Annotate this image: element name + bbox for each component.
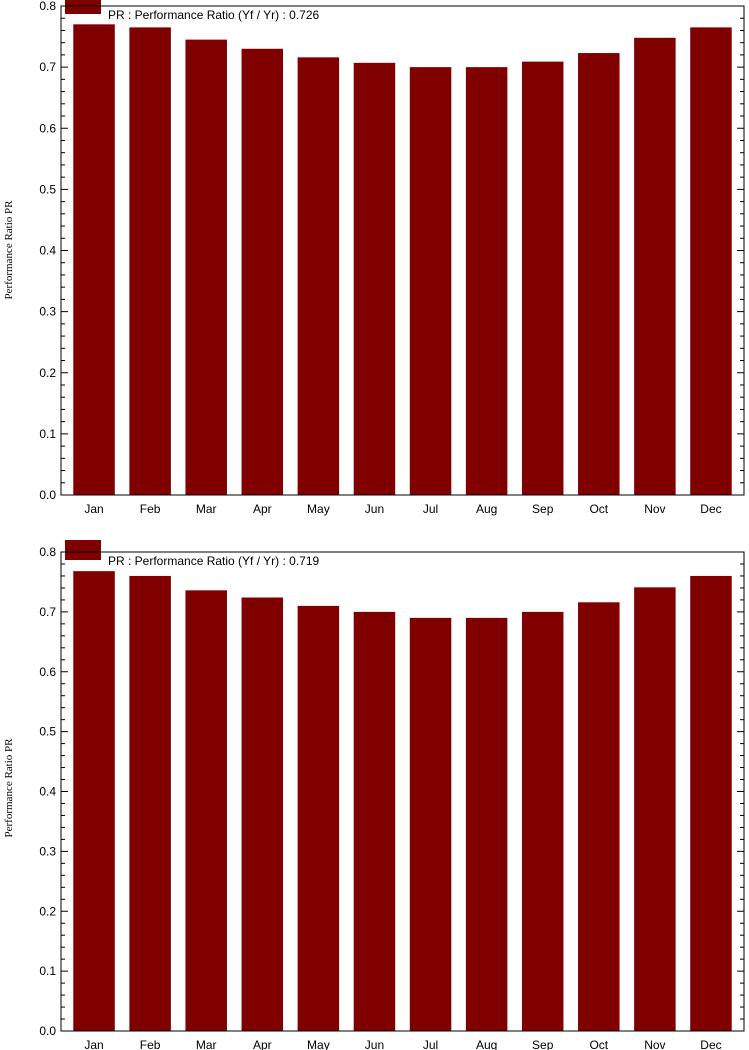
x-tick-label: Feb — [140, 1038, 161, 1050]
y-tick-label: 0.4 — [39, 785, 56, 799]
y-tick-label: 0.1 — [39, 427, 56, 441]
x-tick-label: Apr — [253, 1038, 272, 1050]
x-tick-label: Aug — [476, 502, 497, 516]
x-tick-label: Jul — [423, 502, 438, 516]
bars — [73, 571, 732, 1031]
bar-aug — [465, 67, 508, 495]
x-tick-label: Apr — [253, 502, 272, 516]
bar-mar — [185, 590, 227, 1031]
bar-jul — [409, 617, 452, 1031]
tick-labels: 0.0 0.1 0.2 0.3 0.4 0.5 0.6 0.7 0.8 Jan Feb Mar Apr M… — [39, 545, 721, 1050]
y-tick-label: 0.4 — [39, 244, 56, 258]
x-tick-label: May — [307, 502, 330, 516]
legend-swatch — [65, 540, 101, 560]
y-tick-label: 0.0 — [39, 1024, 56, 1038]
bar-apr — [241, 48, 284, 495]
bar-mar — [185, 39, 227, 496]
x-tick-label: Dec — [700, 1038, 721, 1050]
bar-jan — [73, 24, 115, 496]
x-tick-label: Jan — [84, 502, 103, 516]
x-tick-label: Mar — [196, 502, 217, 516]
bar-sep — [521, 61, 564, 495]
bar-may — [297, 605, 340, 1031]
bar-nov — [634, 587, 676, 1031]
x-tick-label: Jun — [365, 1038, 384, 1050]
bar-apr — [241, 597, 284, 1031]
legend-swatch — [65, 0, 101, 14]
y-axis-label: Performance Ratio PR — [3, 200, 15, 300]
bar-oct — [578, 602, 620, 1031]
bar-feb — [129, 575, 171, 1031]
y-tick-label: 0.0 — [39, 488, 56, 502]
y-axis-label: Performance Ratio PR — [3, 738, 15, 838]
legend-text: PR : Performance Ratio (Yf / Yr) : 0.726 — [108, 8, 320, 22]
y-tick-label: 0.5 — [39, 182, 56, 196]
bar-nov — [634, 37, 676, 495]
legend-text: PR : Performance Ratio (Yf / Yr) : 0.719 — [108, 554, 320, 568]
y-tick-label: 0.6 — [39, 121, 56, 135]
x-tick-label: Jul — [423, 1038, 438, 1050]
y-tick-label: 0.8 — [39, 0, 56, 13]
bar-dec — [690, 575, 732, 1031]
x-tick-label: Oct — [589, 502, 608, 516]
x-tick-label: Sep — [532, 502, 554, 516]
x-tick-label: Oct — [589, 1038, 608, 1050]
y-tick-label: 0.2 — [39, 366, 56, 380]
y-tick-label: 0.1 — [39, 964, 56, 978]
x-tick-label: Aug — [476, 1038, 497, 1050]
performance-ratio-chart-bottom: Performance Ratio PR 0.00.10.20.30.40.50… — [3, 540, 745, 1050]
y-tick-label: 0.3 — [39, 305, 56, 319]
performance-ratio-chart-top: Performance Ratio PR 0.00.10.20.30.40.50… — [3, 0, 745, 516]
y-tick-label: 0.5 — [39, 725, 56, 739]
bar-may — [297, 57, 340, 495]
bar-jul — [409, 67, 452, 495]
bar-dec — [690, 27, 732, 496]
y-tick-label: 0.3 — [39, 844, 56, 858]
x-tick-label: Jan — [84, 1038, 103, 1050]
bars — [73, 24, 732, 496]
y-tick-label: 0.8 — [39, 545, 56, 559]
plot-frame — [60, 5, 745, 496]
y-tick-label: 0.7 — [39, 605, 56, 619]
x-tick-label: Dec — [700, 502, 721, 516]
bar-aug — [465, 617, 508, 1031]
y-tick-label: 0.7 — [39, 60, 56, 74]
x-tick-label: May — [307, 1038, 330, 1050]
x-tick-label: Mar — [196, 1038, 217, 1050]
bar-jan — [73, 571, 115, 1031]
bar-jun — [353, 611, 396, 1031]
tick-labels: 0.0 0.1 0.2 0.3 0.4 0.5 0.6 0.7 0.8 Jan Feb Mar Apr M… — [39, 0, 721, 516]
x-tick-label: Feb — [140, 502, 161, 516]
bar-oct — [578, 53, 620, 495]
x-tick-label: Sep — [532, 1038, 554, 1050]
plot-frame — [60, 551, 745, 1032]
x-tick-label: Nov — [644, 502, 665, 516]
y-tick-label: 0.6 — [39, 665, 56, 679]
x-tick-label: Jun — [365, 502, 384, 516]
bar-sep — [521, 611, 564, 1031]
x-tick-label: Nov — [644, 1038, 665, 1050]
y-tick-label: 0.2 — [39, 904, 56, 918]
bar-feb — [129, 27, 171, 496]
bar-jun — [353, 62, 396, 495]
